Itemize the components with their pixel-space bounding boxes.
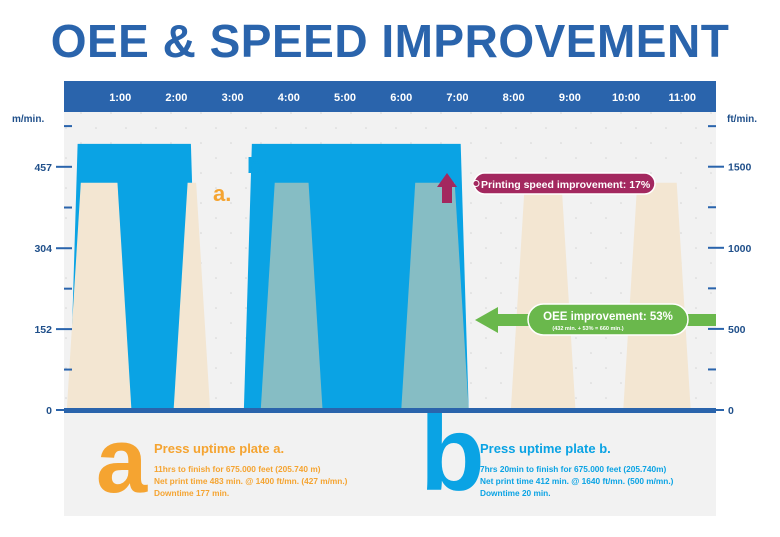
oee-callout-box [527,303,689,336]
x-tick-label: 8:00 [503,92,525,104]
y-left-tick-label: 152 [34,324,52,336]
x-tick-label: 6:00 [390,92,412,104]
series-b-label: b. [247,153,267,178]
y-left-tick-label: 0 [46,405,52,417]
y-axis-left: 0 152 304 457 [34,125,72,417]
series-a-run [260,182,323,410]
plate-a-title: Press uptime plate a. [154,441,285,456]
speed-callout-dot [472,180,480,187]
plate-b-line-2: Net print time 412 min. @ 1640 ft/mn. (5… [480,476,674,486]
y-right-tick-label: 500 [728,324,746,336]
y-axis-left-label: m/min. [12,114,44,125]
x-tick-label: 9:00 [559,92,581,104]
plate-b-letter: b [420,395,485,513]
plate-a-line-2: Net print time 483 min. @ 1400 ft/mn. (4… [154,476,348,486]
y-right-tick-label: 0 [728,405,734,417]
y-left-tick-label: 304 [34,243,52,255]
x-tick-label: 11:00 [669,92,697,104]
y-axis-right-label: ft/min. [727,114,757,125]
explanation-panel: a Press uptime plate a. 11hrs to finish … [64,401,716,516]
x-tick-label: 3:00 [222,92,244,104]
plate-a-line-3: Downtime 177 min. [154,488,230,498]
plate-b-title: Press uptime plate b. [480,441,611,456]
x-tick-label: 7:00 [446,92,468,104]
time-header-band [64,81,716,112]
oee-callout-subtext: (432 min. + 53% = 660 min.) [552,326,623,332]
x-tick-label: 5:00 [334,92,356,104]
x-tick-label: 1:00 [109,92,131,104]
speed-callout-text: Printing speed improvement: 17% [481,179,651,191]
series-a-run [510,182,576,410]
speed-arrow-icon [437,173,457,203]
oee-callout-text: OEE improvement: 53% [543,311,673,323]
plate-a-line-1: 11hrs to finish for 675.000 feet (205.74… [154,464,321,474]
y-left-tick-label: 457 [34,162,52,174]
series-a-run [623,182,691,410]
series-a-label: a. [213,181,231,206]
x-tick-label: 10:00 [612,92,640,104]
y-right-tick-label: 1000 [728,243,752,255]
x-tick-label: 2:00 [165,92,187,104]
plate-a-letter: a [96,410,148,512]
x-tick-labels: 1:00 2:00 3:00 4:00 5:00 6:00 7:00 8:00 9:00 10:0… [109,92,696,104]
plate-b-line-1: 7hrs 20min to finish for 675.000 feet (2… [480,464,667,474]
x-axis-baseline [64,408,716,413]
series-a-run [173,182,211,410]
series-a-run [66,182,132,410]
x-tick-label: 4:00 [278,92,300,104]
plate-b-line-3: Downtime 20 min. [480,488,551,498]
series-a-run [401,182,469,410]
y-axis-right: 0 500 1000 1500 [708,125,752,417]
series-a-group [66,182,691,410]
chart-title: OEE & SPEED IMPROVEMENT [50,15,730,67]
y-right-tick-label: 1500 [728,162,752,174]
oee-arrow-icon [475,307,498,333]
